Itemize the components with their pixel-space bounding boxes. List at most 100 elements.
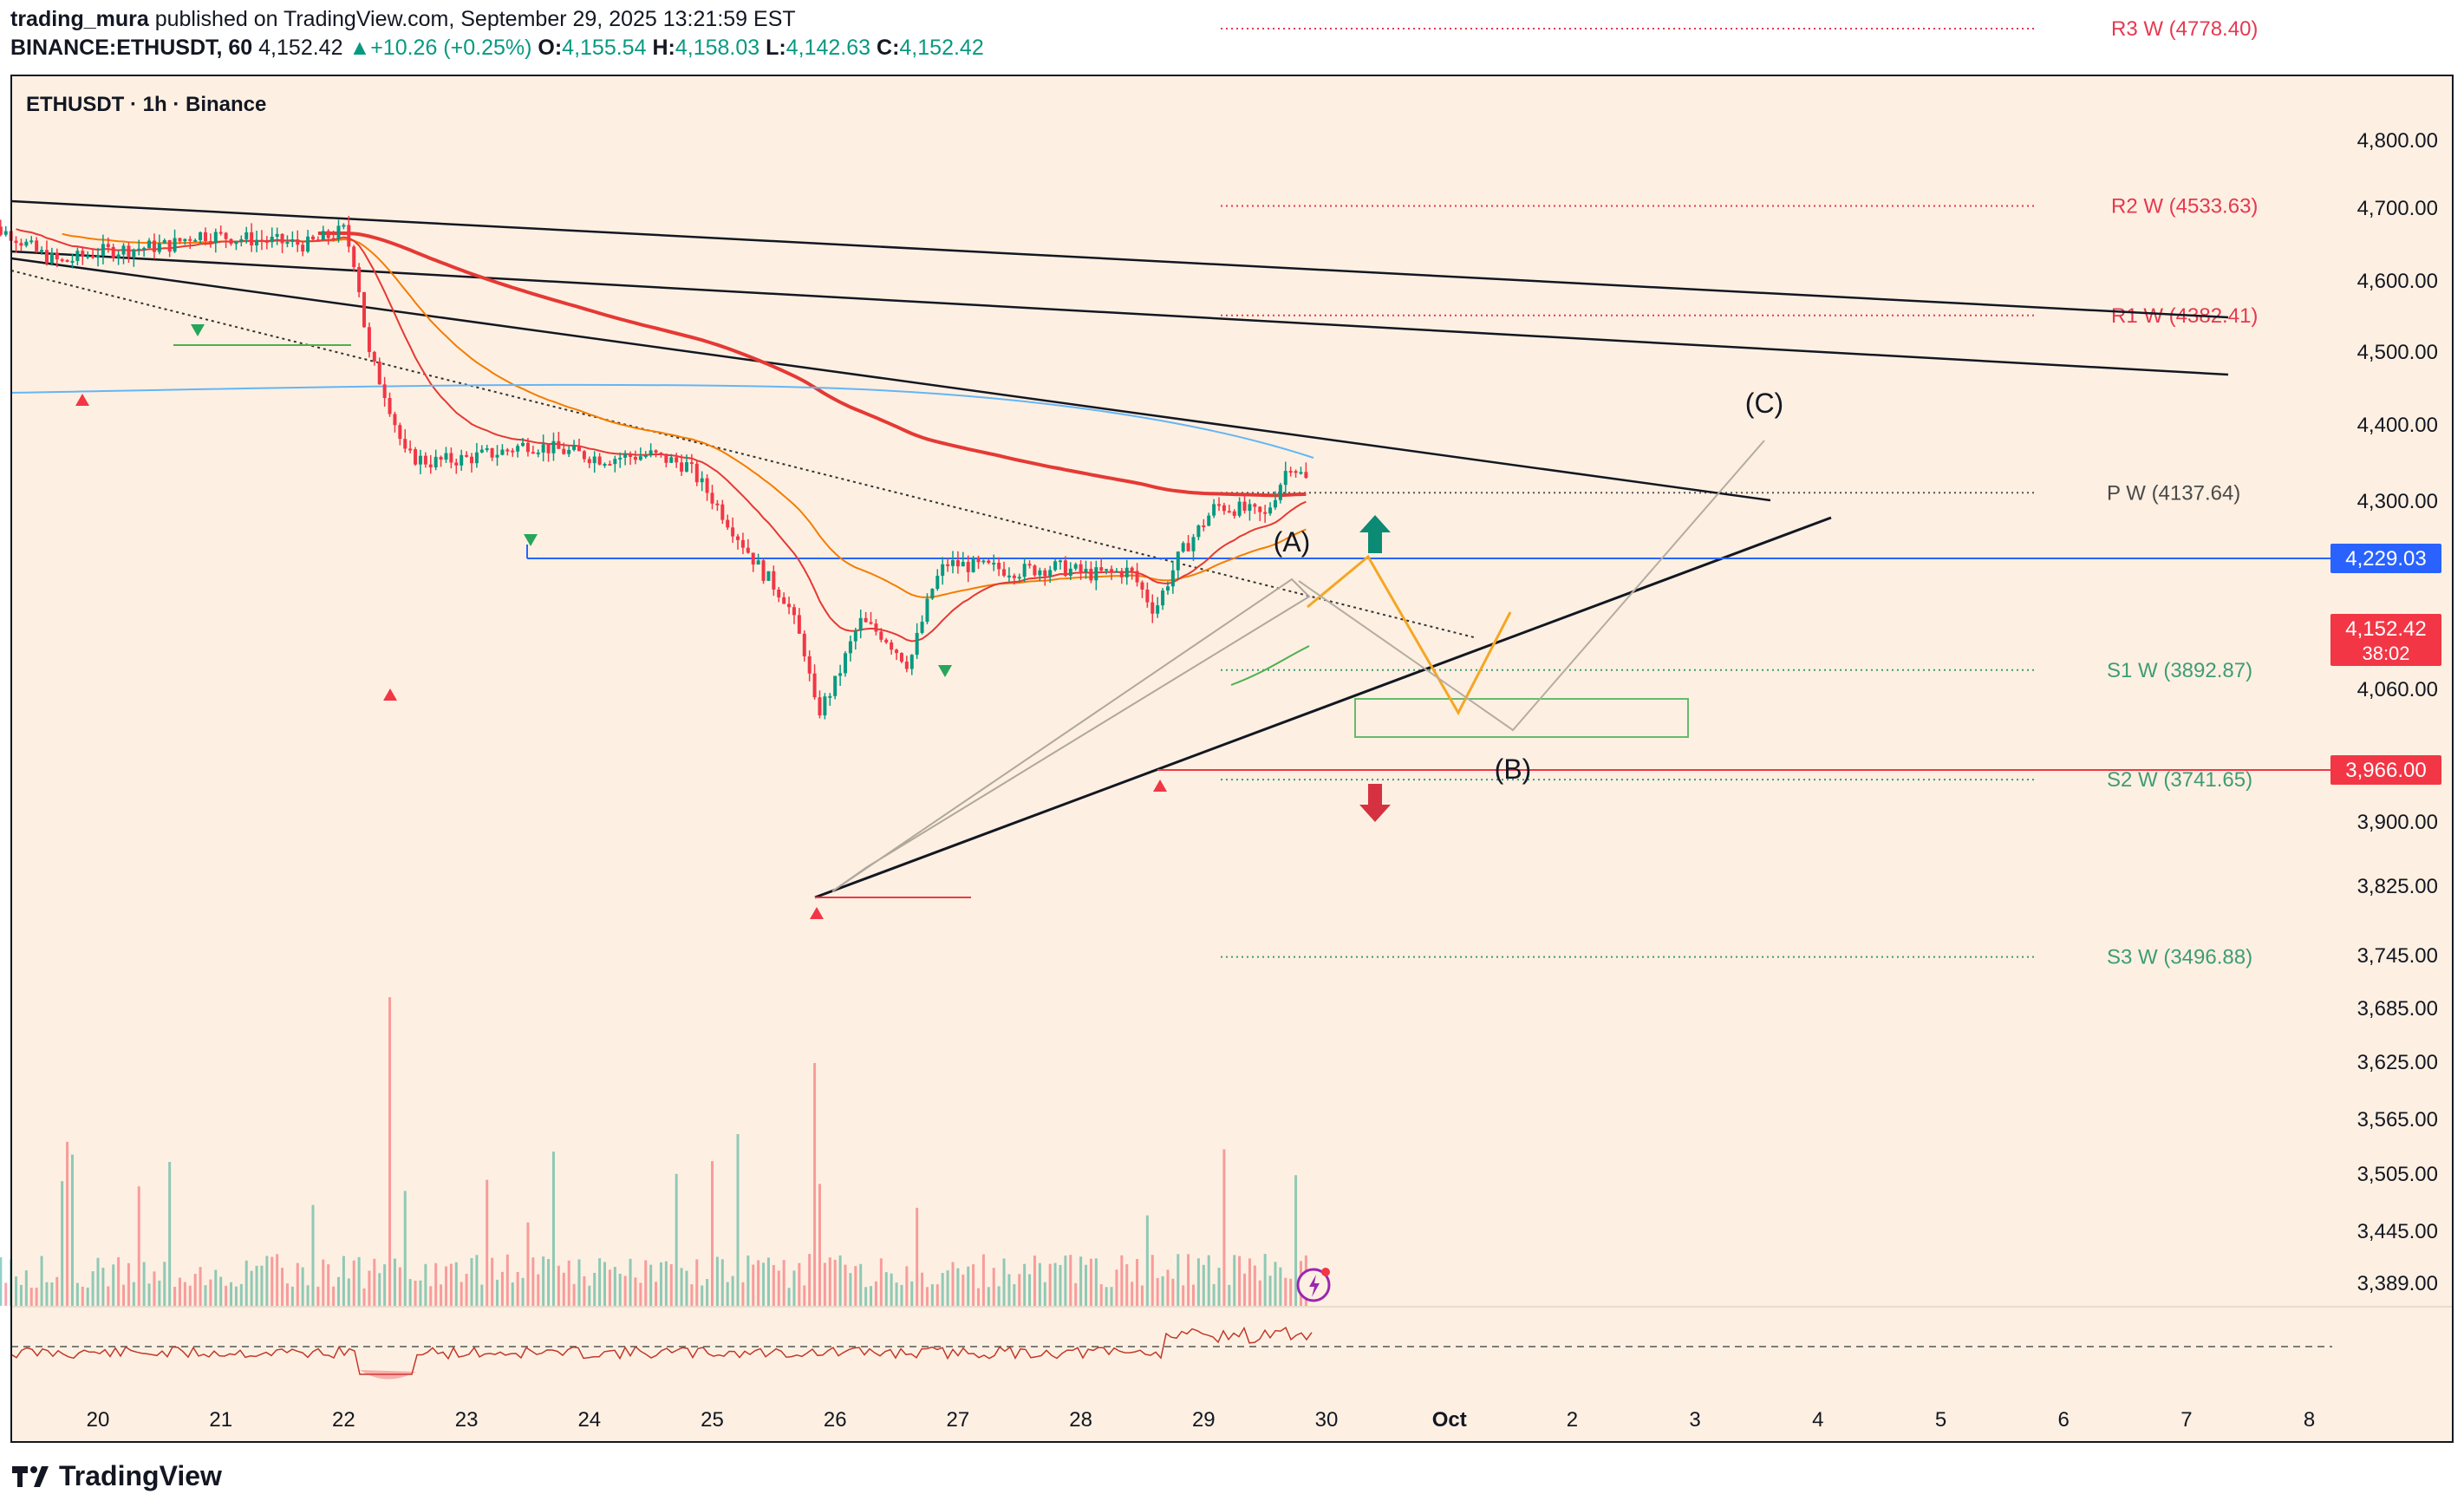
candle-body [505, 449, 510, 452]
volume-bar [388, 997, 392, 1306]
price-badge-countdown: 38:02 [2362, 643, 2409, 664]
volume-bar [813, 1063, 817, 1306]
time-axis[interactable]: 20 21 22 23 24 25 26 27 28 29 30 Oct 2 3 4 5 6 7 8 [87, 1268, 2316, 1432]
x-tick-label: 27 [947, 1408, 970, 1432]
candle-body [342, 225, 346, 227]
volume-bar [1038, 1262, 1041, 1306]
candle-body [183, 238, 187, 242]
y-tick-label: 3,825.00 [2357, 875, 2438, 898]
candle-body [935, 576, 940, 590]
volume-bar [327, 1264, 330, 1306]
volume-bar [562, 1272, 565, 1306]
open-value: 4,155.54 [562, 36, 647, 60]
candle-body [623, 453, 628, 458]
chart-frame [10, 75, 2454, 1443]
volume-bar [255, 1265, 258, 1306]
volume-bar [1253, 1265, 1256, 1306]
y-tick-label: 4,400.00 [2357, 414, 2438, 437]
projection-paths[interactable]: (A) (B) (C) [1274, 388, 1784, 822]
volume-bar [55, 1276, 59, 1306]
volume-bar [916, 1207, 919, 1306]
volume-bar [961, 1274, 965, 1306]
y-tick-label: 4,060.00 [2357, 678, 2438, 701]
candle-body [301, 245, 305, 252]
candle-body [1278, 485, 1282, 500]
candle-body [638, 456, 642, 460]
volume-bar [440, 1284, 443, 1306]
volume-bar [752, 1264, 755, 1306]
candle-body [1073, 564, 1078, 569]
volume-bar [741, 1282, 745, 1306]
wave-label-2: (C) [1745, 388, 1783, 419]
trend-lines[interactable] [10, 199, 2341, 899]
volume-bar [577, 1259, 581, 1306]
candle-body [239, 238, 244, 241]
volume-bar [50, 1282, 54, 1306]
y-tick-label: 3,745.00 [2357, 944, 2438, 968]
breakout-up-arrow-icon [1359, 515, 1391, 553]
candle-body [572, 446, 577, 450]
candle-body [188, 238, 192, 241]
candle-body [895, 649, 899, 654]
author-name[interactable]: trading_mura [10, 7, 149, 31]
candle-body [162, 239, 166, 244]
candle-body [1068, 568, 1072, 577]
price-badge-label-0: 4,229.03 [2345, 547, 2426, 571]
candle-body [137, 248, 141, 251]
volume-bar [403, 1191, 407, 1306]
price-badge-0 [2330, 544, 2441, 573]
candle-body [726, 519, 730, 528]
candle-body [0, 226, 3, 235]
candle-body [423, 455, 427, 465]
volume-bar [239, 1283, 243, 1306]
x-tick-label: 30 [1315, 1408, 1339, 1432]
candle-body [608, 464, 612, 466]
pivot-label-5: S2 W (3741.65) [2107, 768, 2252, 792]
volume-bar [408, 1279, 412, 1306]
x-tick-label: 3 [1689, 1408, 1700, 1432]
volume-bar [357, 1256, 361, 1306]
volume-bar [66, 1141, 69, 1306]
candle-body [731, 527, 735, 537]
candle-body [715, 503, 720, 506]
candle-body [1283, 471, 1287, 486]
volume-bar [0, 1257, 3, 1306]
oscillator-fill [360, 1370, 416, 1380]
candle-body [925, 598, 929, 623]
candle-body [844, 653, 848, 674]
candle-body [890, 642, 894, 650]
projection-gray [1298, 440, 1765, 732]
volume-bar [465, 1274, 468, 1306]
candle-body [428, 464, 433, 468]
candle-body [941, 564, 945, 577]
volume-bar [798, 1262, 801, 1306]
volume-bar [1069, 1255, 1072, 1306]
candle-body [275, 233, 279, 238]
volume-bar [1191, 1284, 1195, 1306]
candle-body [127, 245, 131, 258]
volume-bar [608, 1269, 611, 1306]
y-tick-label: 3,445.00 [2357, 1220, 2438, 1243]
volume-bar [486, 1179, 489, 1306]
volume-bar [29, 1288, 33, 1306]
volume-bar [655, 1282, 658, 1306]
trendline-support [814, 516, 1832, 899]
close-label: C: [877, 36, 900, 60]
volume-bar [122, 1284, 126, 1306]
volume-bar [639, 1282, 642, 1306]
candle-body [838, 673, 843, 676]
candle-body [250, 232, 254, 245]
trendline-upper [10, 199, 2229, 319]
candle-body [403, 439, 407, 449]
price-axis[interactable]: 4,800.00 4,700.00 4,600.00 4,500.00 4,400.00… [2330, 129, 2441, 1295]
projection-orange [1307, 554, 1512, 716]
candle-body [1053, 561, 1058, 571]
x-tick-label: 6 [2058, 1408, 2070, 1432]
candle-body [178, 238, 182, 242]
tradingview-logo[interactable]: TradingView [10, 1460, 222, 1492]
candle-body [1038, 570, 1042, 576]
signal-down-icon [524, 534, 538, 546]
volume-bar [316, 1286, 320, 1306]
volume-bar [1059, 1264, 1062, 1306]
